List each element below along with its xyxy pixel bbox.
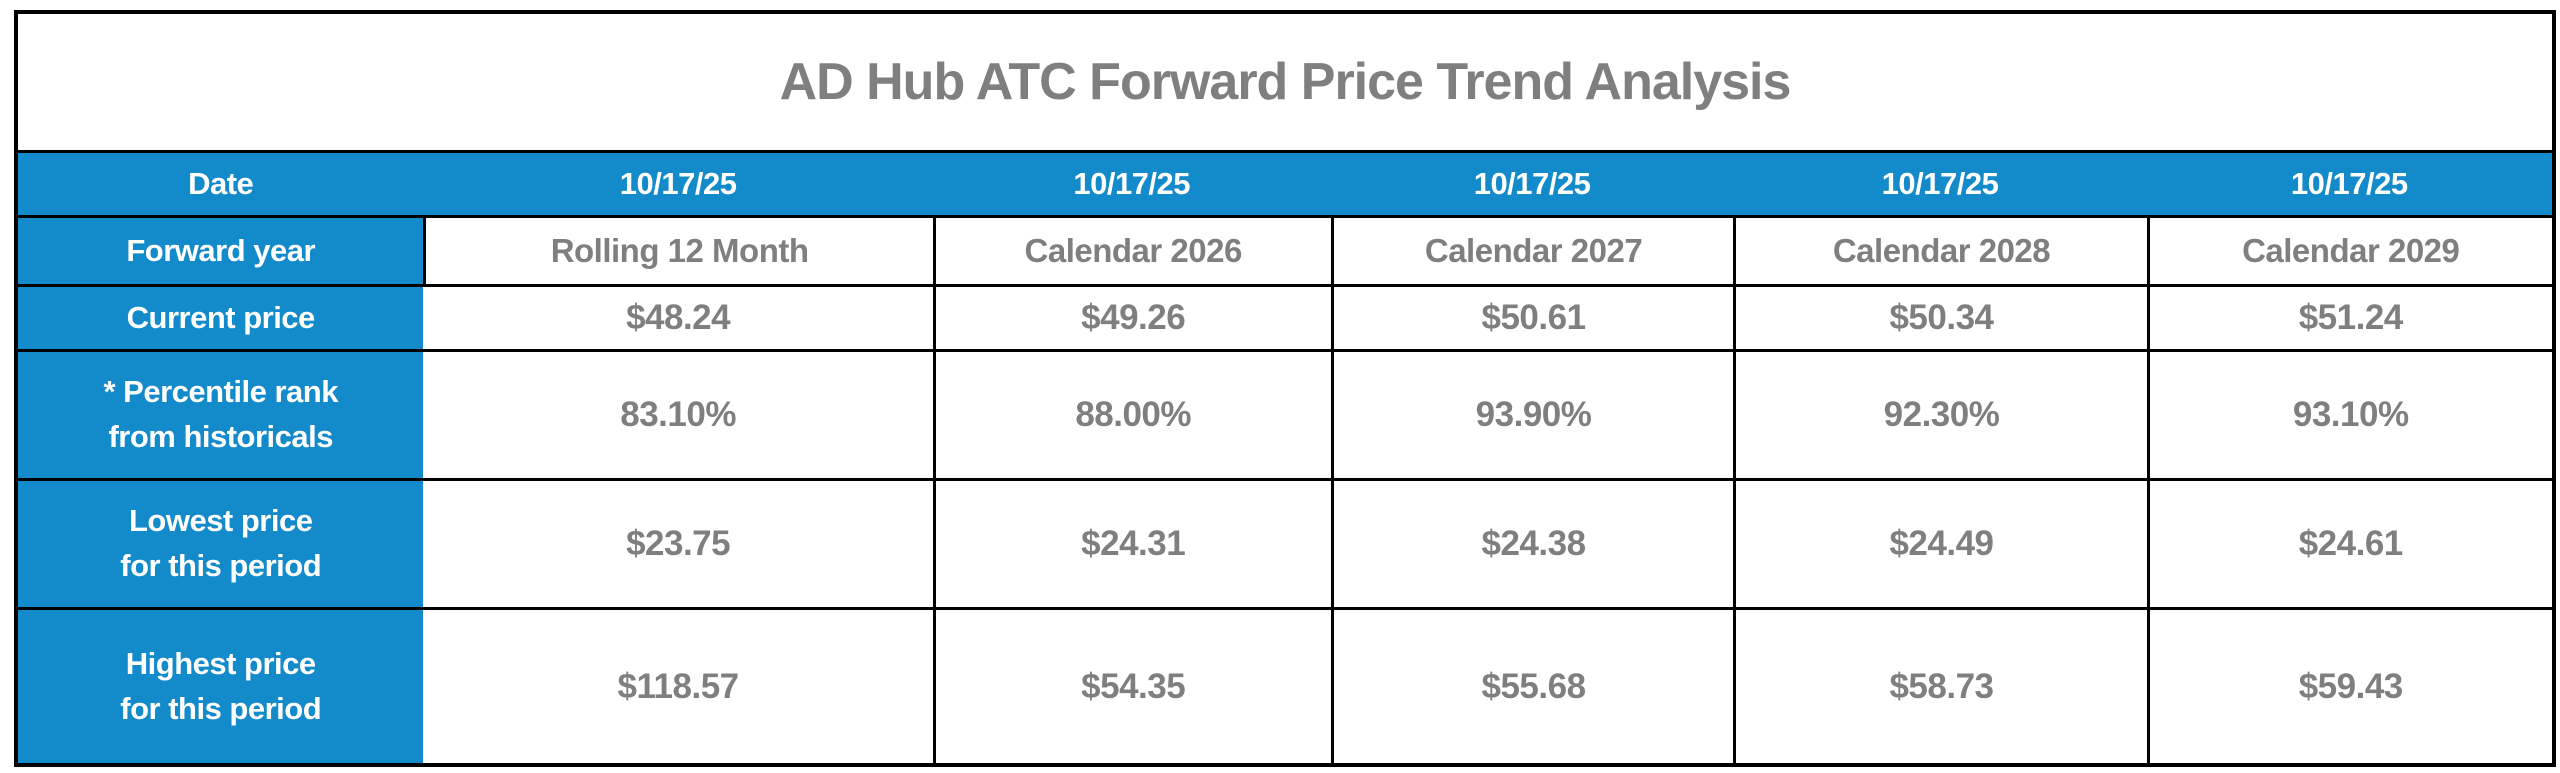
title-row: AD Hub ATC Forward Price Trend Analysis	[18, 14, 2552, 150]
page-title: AD Hub ATC Forward Price Trend Analysis	[779, 53, 1792, 111]
lowest-price-cell: $24.49	[1733, 481, 2146, 607]
lowest-price-cell: $24.61	[2146, 481, 2552, 607]
row-label-lowest-price: Lowest price for this period	[18, 481, 424, 607]
row-label-forward-year: Forward year	[18, 218, 424, 284]
row-label-highest-price: Highest price for this period	[18, 610, 424, 763]
percentile-cell: 92.30%	[1733, 352, 2146, 478]
forward-year-cell: Calendar 2028	[1733, 218, 2146, 284]
current-price-cell: $50.61	[1330, 287, 1734, 349]
forward-price-table: AD Hub ATC Forward Price Trend Analysis …	[14, 10, 2556, 767]
row-label-current-price: Current price	[18, 287, 424, 349]
forward-year-row: Forward year Rolling 12 Month Calendar 2…	[18, 215, 2552, 284]
row-label-line1: Forward year	[126, 232, 316, 268]
forward-year-cell: Calendar 2027	[1330, 218, 1734, 284]
percentile-cell: 93.10%	[2146, 352, 2552, 478]
percentile-cell: 83.10%	[620, 395, 736, 434]
forward-year-cell: Calendar 2029	[2146, 218, 2552, 284]
highest-price-row: Highest price for this period $118.57 $5…	[18, 607, 2552, 763]
forward-year-cell: Rolling 12 Month	[423, 218, 932, 284]
current-price-row: Current price $48.24 $49.26 $50.61 $50.3…	[18, 284, 2552, 349]
date-cell: 10/17/25	[423, 153, 933, 215]
highest-price-cell: $58.73	[1733, 610, 2146, 763]
row-label-line1: * Percentile rank	[103, 374, 338, 410]
row-label-line2: from historicals	[108, 419, 333, 454]
row-label-percentile-rank: * Percentile rank from historicals	[18, 352, 424, 478]
highest-price-cell: $59.43	[2146, 610, 2552, 763]
date-row: Date 10/17/25 10/17/25 10/17/25 10/17/25…	[18, 150, 2552, 215]
current-price-cell: $49.26	[932, 287, 1331, 349]
highest-price-cell: $54.35	[932, 610, 1331, 763]
date-cell: 10/17/25	[1733, 153, 2147, 215]
percentile-rank-row: * Percentile rank from historicals 83.10…	[18, 349, 2552, 478]
row-label-line2: for this period	[120, 690, 322, 726]
lowest-price-row: Lowest price for this period $23.75 $24.…	[18, 478, 2552, 607]
percentile-cell: 88.00%	[932, 352, 1331, 478]
row-label-line1: Highest price	[125, 645, 316, 681]
lowest-price-cell: $24.38	[1330, 481, 1734, 607]
row-label-line1: Lowest price	[128, 503, 313, 539]
lowest-price-cell: $23.75	[626, 524, 731, 563]
date-cell: 10/17/25	[1330, 153, 1734, 215]
date-cell: 10/17/25	[932, 153, 1331, 215]
current-price-cell: $48.24	[626, 298, 731, 337]
row-label-line2: for this period	[120, 548, 322, 583]
highest-price-cell: $55.68	[1330, 610, 1734, 763]
percentile-cell: 93.90%	[1330, 352, 1734, 478]
date-cell: 10/17/25	[2146, 153, 2552, 215]
date-row-label: Date	[18, 153, 424, 215]
highest-price-cell: $118.57	[617, 666, 740, 706]
row-label-line1: Current price	[126, 299, 316, 335]
current-price-cell: $51.24	[2146, 287, 2552, 349]
current-price-cell: $50.34	[1733, 287, 2146, 349]
forward-year-cell: Calendar 2026	[932, 218, 1331, 284]
lowest-price-cell: $24.31	[932, 481, 1331, 607]
